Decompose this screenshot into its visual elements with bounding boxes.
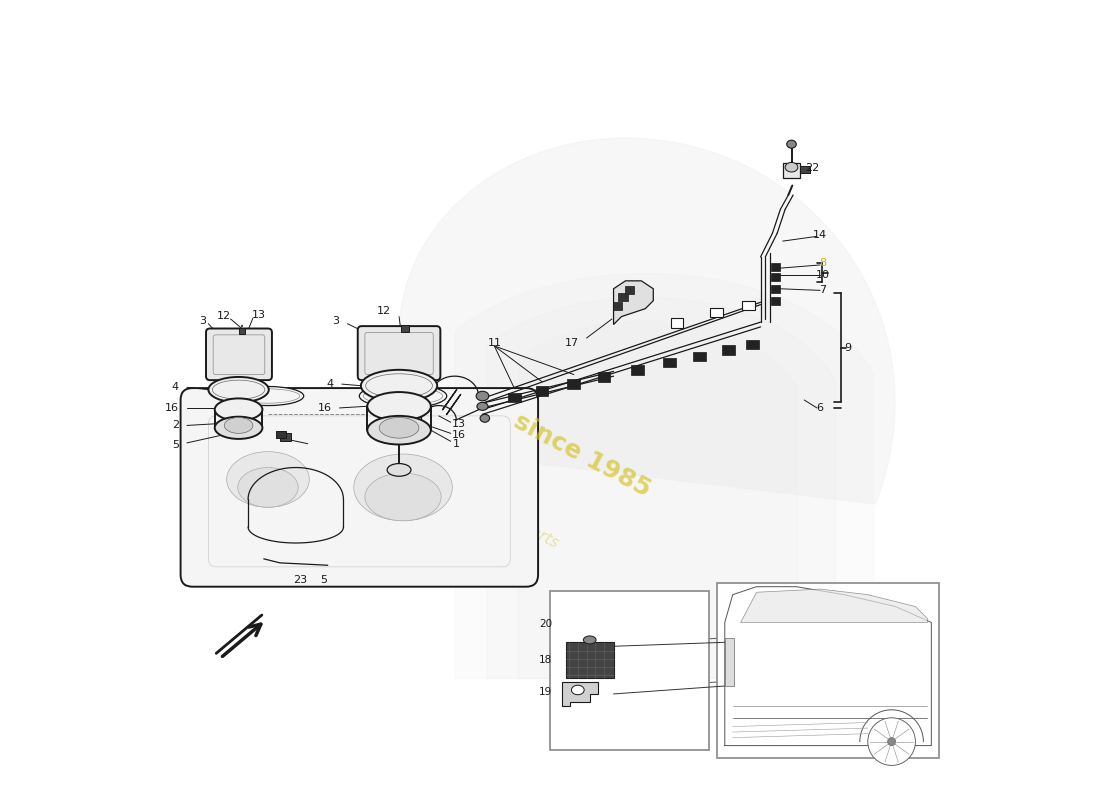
Text: 16: 16 [452,430,465,440]
Text: 3: 3 [332,315,340,326]
Bar [631,365,644,374]
Ellipse shape [360,384,447,408]
Ellipse shape [238,467,298,507]
Ellipse shape [208,377,268,402]
Ellipse shape [214,398,263,421]
Text: 19: 19 [539,687,552,698]
Bar [239,329,245,334]
FancyBboxPatch shape [717,582,939,758]
Bar [536,386,549,396]
Bar [565,642,614,678]
Bar [801,166,810,173]
Bar [783,163,801,178]
Bar [663,358,675,367]
Text: 23: 23 [293,575,307,586]
Ellipse shape [387,463,411,476]
Text: 10: 10 [815,270,829,280]
Bar [625,286,635,294]
Text: a passion for parts: a passion for parts [428,471,561,551]
Bar [771,297,780,305]
Text: since 1985: since 1985 [509,410,654,502]
Text: 11: 11 [487,338,502,348]
Bar [771,273,780,281]
Ellipse shape [583,636,596,644]
Text: 16: 16 [318,403,331,413]
Bar [725,638,735,686]
Polygon shape [614,281,653,325]
Ellipse shape [480,414,490,422]
Text: 8: 8 [818,258,826,268]
Text: 5: 5 [320,575,327,586]
Text: 9: 9 [845,342,851,353]
Text: 18: 18 [539,654,552,665]
Ellipse shape [214,417,263,439]
Circle shape [868,718,915,766]
Bar [723,345,735,354]
Bar [771,263,780,271]
Bar [597,372,611,382]
Text: 20: 20 [539,619,552,629]
Ellipse shape [365,473,441,521]
Text: 3: 3 [199,315,207,326]
Ellipse shape [224,418,253,434]
Text: 22: 22 [805,163,820,173]
Text: 12: 12 [377,306,392,316]
Text: 2: 2 [172,421,179,430]
Text: 1: 1 [453,439,460,450]
Bar [746,340,759,349]
Ellipse shape [363,387,442,405]
Ellipse shape [361,370,437,402]
Polygon shape [399,138,895,504]
Bar [771,285,780,293]
Bar [742,301,755,310]
Text: eliparts: eliparts [365,403,543,524]
Bar [279,434,292,442]
Text: 14: 14 [813,230,827,240]
Bar [693,351,706,361]
Ellipse shape [367,392,431,421]
Text: 13: 13 [252,310,265,320]
Ellipse shape [227,452,309,507]
Circle shape [888,738,895,746]
FancyBboxPatch shape [206,329,272,380]
Text: 4: 4 [327,379,334,389]
Polygon shape [562,682,597,706]
Bar [402,326,409,332]
Ellipse shape [785,162,798,172]
FancyBboxPatch shape [550,590,708,750]
Bar [613,302,623,310]
Ellipse shape [476,391,488,401]
Text: 5: 5 [172,440,179,450]
FancyBboxPatch shape [358,326,440,380]
Text: •: • [240,324,244,330]
Text: 13: 13 [452,419,465,429]
Ellipse shape [236,389,300,403]
Ellipse shape [572,686,584,694]
Ellipse shape [367,416,431,445]
Text: 7: 7 [818,286,826,295]
Text: 4: 4 [172,382,179,392]
Polygon shape [740,589,927,622]
Text: 16: 16 [165,403,179,413]
Ellipse shape [232,386,304,406]
FancyBboxPatch shape [180,388,538,586]
Text: 6: 6 [816,403,824,413]
Text: 12: 12 [217,310,231,321]
Ellipse shape [786,140,796,148]
Ellipse shape [477,402,488,410]
Text: 17: 17 [565,338,580,348]
Bar [276,431,286,438]
Bar [508,393,520,402]
Bar [568,379,580,389]
Bar [671,318,683,328]
Bar [618,293,628,301]
Bar [711,308,723,318]
Ellipse shape [354,454,452,521]
Ellipse shape [379,418,419,438]
